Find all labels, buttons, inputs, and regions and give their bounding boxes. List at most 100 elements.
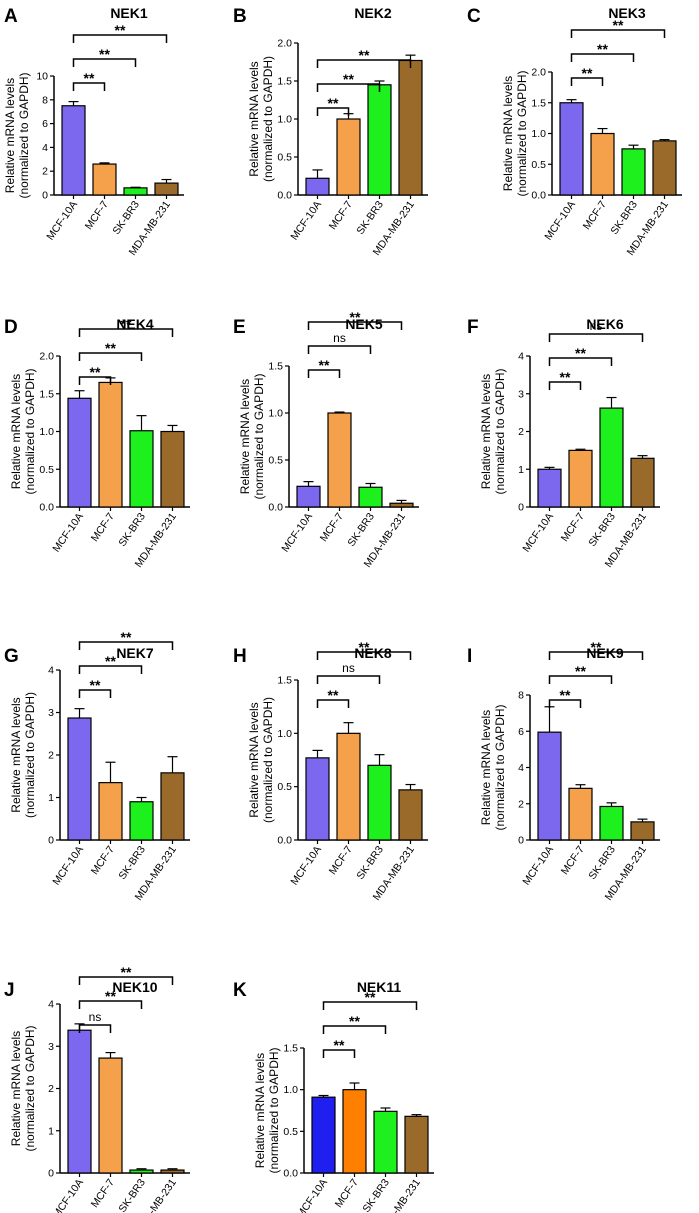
bar-mcf-10a — [67, 1029, 92, 1174]
y-tick-label: 0 — [518, 502, 524, 514]
y-tick-label: 1.0 — [531, 128, 546, 140]
x-tick-label: MCF-10A — [288, 199, 324, 243]
y-tick-label: 4 — [518, 762, 524, 774]
significance-label: ** — [121, 629, 132, 645]
y-tick-label: 0.5 — [277, 152, 292, 164]
panel-title: NEK11 — [357, 979, 402, 995]
panel-letter: E — [233, 317, 246, 338]
panel-nek11: K NEK11 Relative mRNA levels (normalized to… — [233, 979, 434, 1213]
significance-label: ** — [84, 70, 95, 86]
x-tick-label: SK-BR3 — [345, 511, 377, 549]
bar-sk-br3 — [621, 148, 646, 196]
significance-label: ** — [121, 964, 132, 980]
significance-bracket — [78, 689, 112, 698]
x-tick-label: MCF-7 — [559, 844, 587, 877]
significance-bracket — [78, 352, 143, 361]
y-tick-label: 4 — [48, 999, 54, 1011]
significance-label: ns — [89, 1010, 102, 1024]
y-tick-label: 1.0 — [277, 728, 292, 740]
significance-bracket — [548, 675, 613, 684]
y-tick-label: 1.5 — [39, 388, 54, 400]
bar-mda-mb-231 — [630, 457, 655, 508]
panel-title: NEK9 — [586, 645, 624, 661]
x-tick-label: SK-BR3 — [354, 844, 386, 882]
y-axis-label-units: (normalized to GAPDH) — [23, 1025, 37, 1151]
x-tick-label: SK-BR3 — [110, 199, 142, 237]
y-tick-label: 2 — [48, 750, 54, 762]
panel-title: NEK8 — [354, 645, 392, 661]
significance-bracket — [322, 1001, 418, 1010]
bar-sk-br3 — [599, 805, 624, 841]
y-tick-label: 4 — [48, 665, 54, 677]
significance-bracket — [72, 58, 137, 67]
significance-bracket — [78, 1000, 143, 1009]
significance-label: ** — [334, 1037, 345, 1053]
x-tick-label: MCF-10A — [542, 199, 578, 243]
y-tick-label: 1.5 — [531, 97, 546, 109]
significance-bracket — [316, 83, 381, 92]
x-tick-label: MCF-7 — [333, 1177, 361, 1210]
significance-label: ** — [115, 22, 126, 38]
panel-nek7: G NEK7 Relative mRNA levels (normalized to … — [4, 629, 190, 903]
y-tick-label: 1 — [48, 1125, 54, 1137]
significance-label: ** — [591, 639, 602, 655]
bar-mda-mb-231 — [398, 789, 423, 841]
bar-mcf-10a — [311, 1096, 336, 1174]
y-tick-label: 0 — [42, 190, 48, 202]
panel-title: NEK10 — [112, 979, 157, 995]
significance-bracket — [78, 665, 143, 674]
y-axis-label-units: (normalized to GAPDH) — [267, 1047, 281, 1173]
bar-mcf-10a — [67, 397, 92, 508]
significance-bracket — [316, 699, 350, 708]
bar-sk-br3 — [129, 801, 154, 841]
significance-label: ** — [560, 687, 571, 703]
bar-mda-mb-231 — [160, 1169, 185, 1174]
y-tick-label: 2.0 — [39, 351, 54, 363]
significance-label: ** — [328, 95, 339, 111]
bar-mcf-10a — [537, 468, 562, 508]
y-tick-label: 4 — [518, 351, 524, 363]
y-axis-label: Relative mRNA levels — [9, 374, 23, 489]
significance-label: ** — [90, 677, 101, 693]
y-tick-label: 3 — [48, 1041, 54, 1053]
significance-label: ** — [90, 364, 101, 380]
panel-nek5: E NEK5 Relative mRNA levels (normalized to … — [233, 309, 419, 570]
x-tick-label: MCF-7 — [581, 199, 609, 232]
panel-letter: K — [233, 980, 247, 1001]
significance-label: ns — [342, 661, 355, 675]
bar-mda-mb-231 — [389, 502, 414, 508]
panel-letter: D — [4, 317, 18, 338]
y-tick-label: 1.5 — [268, 361, 283, 373]
bar-mcf-10a — [296, 485, 321, 508]
bar-mda-mb-231 — [630, 821, 655, 841]
bar-mcf-10a — [537, 731, 562, 841]
x-tick-label: MCF-7 — [559, 511, 587, 544]
significance-label: ** — [365, 989, 376, 1005]
panel-nek1: A NEK1 Relative mRNA levels (normalized to … — [3, 5, 184, 258]
x-tick-label: MCF-7 — [89, 1177, 117, 1210]
x-tick-label: SK-BR3 — [586, 511, 618, 549]
y-tick-label: 1.5 — [277, 76, 292, 88]
y-tick-label: 10 — [36, 71, 48, 83]
y-axis-label: Relative mRNA levels — [3, 78, 17, 193]
panel-letter: C — [467, 6, 481, 27]
y-axis-label-units: (normalized to GAPDH) — [493, 704, 507, 830]
significance-bracket — [322, 1025, 387, 1034]
panel-nek9: I NEK9 Relative mRNA levels (normalized to … — [467, 639, 660, 903]
y-tick-label: 0 — [48, 1168, 54, 1180]
y-tick-label: 2.0 — [277, 38, 292, 50]
y-tick-label: 6 — [518, 726, 524, 738]
y-tick-label: 3 — [518, 388, 524, 400]
significance-bracket — [548, 381, 582, 390]
bar-mcf-7 — [590, 132, 615, 196]
bar-mda-mb-231 — [160, 430, 185, 508]
bar-mcf-7 — [336, 118, 361, 196]
y-axis-label-units: (normalized to GAPDH) — [515, 70, 529, 196]
significance-bracket — [78, 976, 174, 985]
significance-bracket — [307, 369, 341, 378]
bar-mcf-7 — [568, 787, 593, 841]
x-tick-label: SK-BR3 — [586, 844, 618, 882]
x-tick-label: MCF-7 — [318, 511, 346, 544]
y-axis-label-units: (normalized to GAPDH) — [493, 368, 507, 494]
panel-title: NEK1 — [110, 5, 148, 21]
